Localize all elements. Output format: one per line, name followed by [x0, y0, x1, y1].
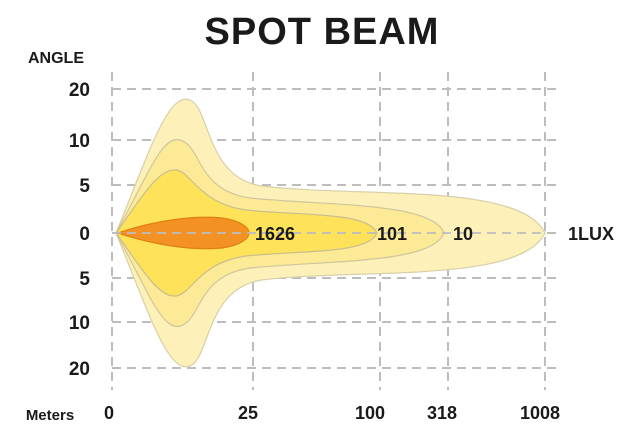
x-axis-label: Meters	[26, 407, 74, 424]
y-tick-label: 10	[69, 313, 90, 334]
x-tick-label: 100	[355, 403, 385, 423]
beam-areas	[112, 98, 556, 368]
x-tick-label: 0	[104, 403, 114, 423]
lux-label-1008: 1LUX	[568, 224, 614, 244]
y-tick-label: 10	[69, 131, 90, 152]
x-tick-label: 1008	[520, 403, 560, 423]
lux-label-100: 101	[377, 224, 407, 244]
chart-title: SPOT BEAM	[205, 11, 440, 53]
lux-label-25: 1626	[255, 224, 295, 244]
y-tick-labels: 20 10 5 0 5 10 20	[69, 80, 91, 380]
y-tick-label: 0	[79, 224, 90, 245]
x-tick-labels: 0 25 100 318 1008	[104, 403, 560, 423]
x-tick-label: 318	[427, 403, 457, 423]
grid-lines	[111, 72, 556, 390]
y-tick-label: 5	[79, 176, 90, 197]
lux-label-318: 10	[453, 224, 473, 244]
y-tick-label: 20	[69, 80, 90, 101]
y-axis-label: ANGLE	[28, 50, 84, 67]
y-tick-label: 20	[69, 359, 90, 380]
y-tick-label: 5	[79, 269, 90, 290]
x-tick-label: 25	[238, 403, 258, 423]
lux-labels: 1LUX 10 101 1626	[255, 224, 614, 244]
